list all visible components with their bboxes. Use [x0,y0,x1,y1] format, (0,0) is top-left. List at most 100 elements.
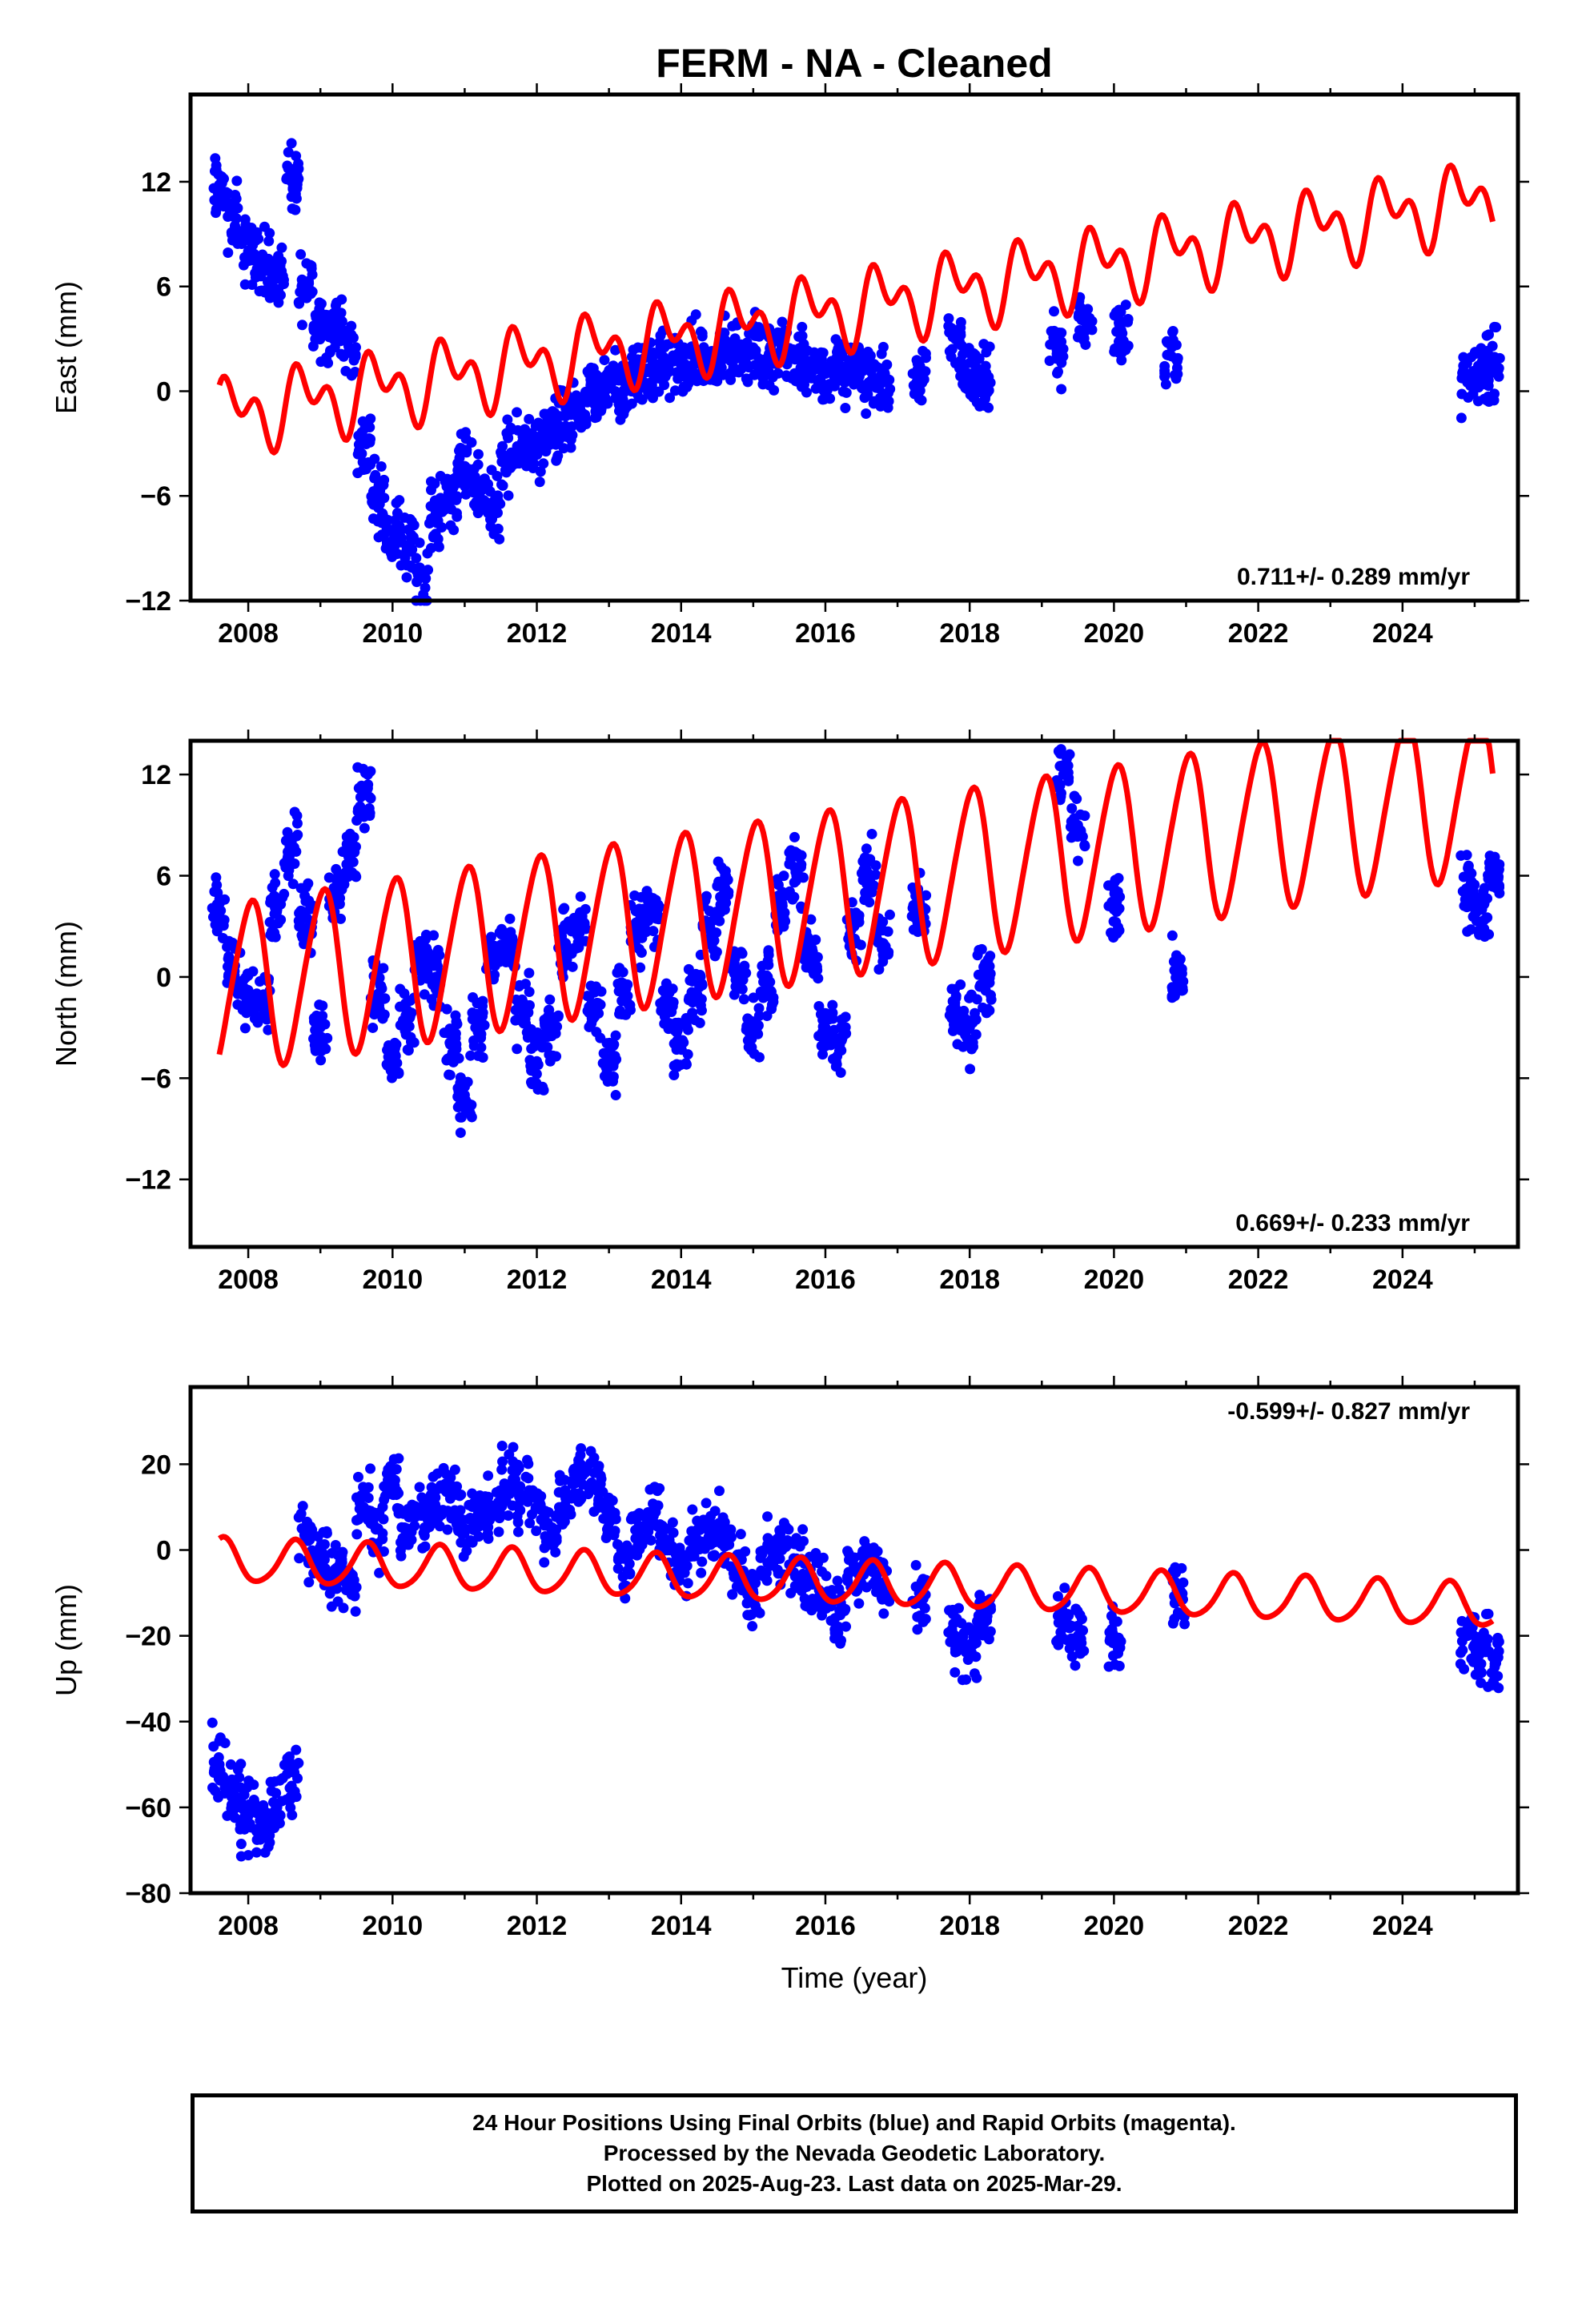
up-y-axis-label: Up (mm) [50,1584,82,1696]
data-point [295,249,307,260]
data-point [375,980,386,991]
data-point [744,1033,755,1044]
data-point [286,191,297,203]
data-point [283,1751,295,1762]
data-point [656,350,667,361]
data-point [465,1050,476,1061]
data-point [551,1532,562,1543]
data-point [512,1459,524,1470]
data-point [1110,1659,1121,1671]
data-point [428,930,440,941]
data-point [388,1059,400,1070]
data-point [986,994,997,1005]
data-point [251,1834,263,1845]
x-tick-label: 2022 [1228,618,1289,649]
data-point [609,1051,620,1062]
data-point [299,1529,311,1540]
data-point [827,999,838,1011]
data-point [877,364,888,375]
data-point [348,831,359,842]
data-point [912,1624,923,1635]
data-point [526,1509,537,1520]
data-point [646,377,657,388]
data-point [1079,841,1090,852]
data-point [467,1488,478,1499]
data-point [982,1003,994,1015]
data-point [456,1112,467,1123]
data-point [612,1563,624,1574]
data-point [802,345,813,356]
data-point [255,1815,266,1826]
data-point [338,1602,349,1614]
data-point [1493,1646,1504,1657]
data-point [512,1043,523,1055]
data-point [323,357,334,368]
data-point [1170,964,1181,975]
data-point [1049,325,1060,336]
footer-line-orbits: 24 Hour Positions Using Final Orbits (bl… [472,2110,1236,2135]
data-point [414,537,425,549]
y-tick-label: 12 [141,760,171,790]
data-point [799,379,810,390]
data-point [467,1537,478,1548]
data-point [544,408,556,419]
data-point [857,1546,869,1557]
data-point [953,337,964,348]
data-point [749,369,760,380]
data-point [483,1470,494,1482]
data-point [240,219,251,231]
data-point [439,1027,450,1039]
data-point [602,1495,613,1506]
data-point [677,386,689,397]
up-model-curve [218,1534,1495,1628]
model-line [218,1534,1495,1628]
data-point [763,945,774,956]
data-point [982,1615,993,1626]
data-point [575,891,586,903]
data-point [914,385,926,396]
data-point [1066,1651,1078,1662]
data-point [613,1553,624,1564]
data-point [950,1667,961,1678]
data-point [504,913,516,924]
data-point [684,1535,695,1546]
data-point [263,1841,274,1852]
data-point [1055,744,1066,755]
data-point [207,1782,219,1793]
data-point [502,414,513,425]
data-point [742,376,753,388]
data-point [959,1642,970,1653]
data-point [455,1127,466,1138]
data-point [520,1008,531,1019]
data-point [1116,316,1127,328]
data-point [396,533,407,544]
data-point [252,995,263,1007]
data-point [833,344,844,355]
data-point [426,1482,437,1493]
north-observed-points [207,744,1505,1138]
data-point [214,1763,225,1775]
y-tick-label: 6 [156,272,171,303]
data-point [970,1651,982,1663]
data-point [558,904,569,915]
data-point [1053,1639,1064,1651]
data-point [526,435,537,446]
data-point [568,405,579,416]
data-point [830,1037,841,1048]
data-point [573,1488,584,1499]
data-point [231,175,243,187]
data-point [567,429,578,440]
data-point [853,913,865,924]
data-point [283,147,294,158]
data-point [743,362,754,373]
x-tick-label: 2016 [795,618,856,649]
data-point [428,532,439,543]
data-point [861,408,872,419]
data-point [1165,336,1176,348]
data-point [1489,870,1500,882]
data-point [1481,356,1492,368]
data-point [697,1556,708,1567]
data-point [428,1512,440,1523]
data-point [600,1062,612,1073]
data-point [974,981,986,992]
